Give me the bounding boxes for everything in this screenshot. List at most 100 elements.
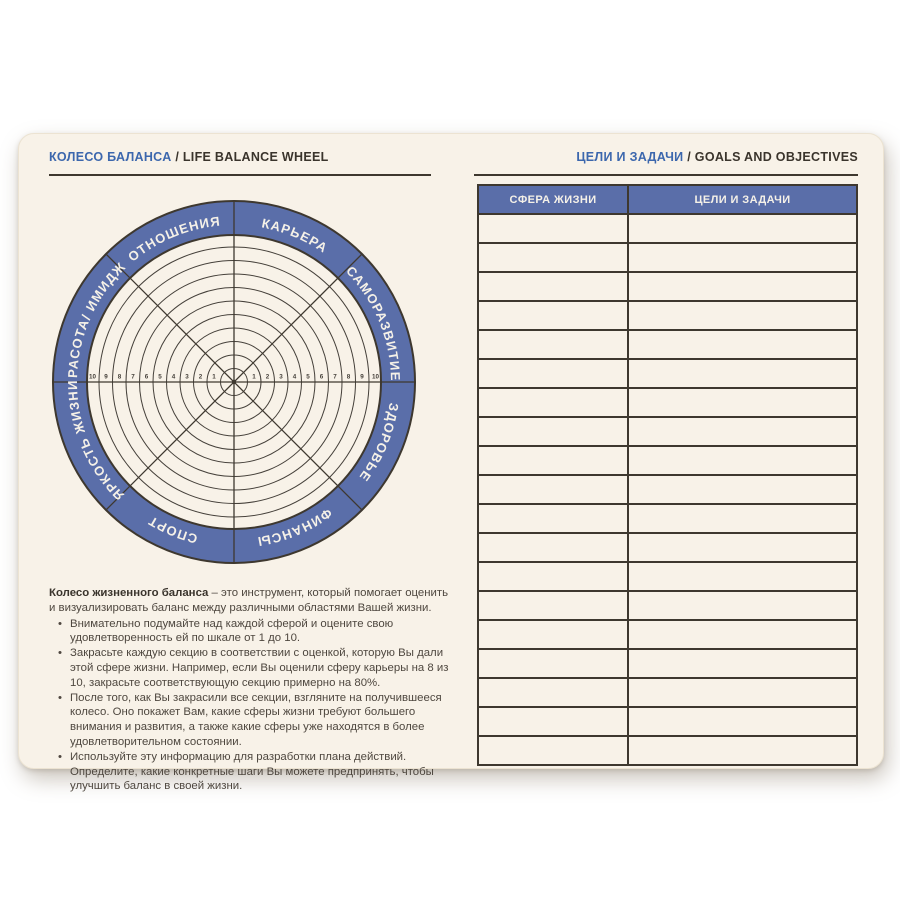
notebook-page-spread: КОЛЕСО БАЛАНСА / LIFE BALANCE WHEEL	[18, 133, 884, 792]
bullet-text: Закрасьте каждую секцию в соответствии с…	[70, 647, 449, 689]
table-row	[477, 242, 858, 273]
life-sphere-cell[interactable]	[477, 677, 629, 708]
goals-objectives-cell[interactable]	[627, 590, 858, 621]
scale-number: 2	[266, 374, 270, 381]
goals-objectives-cell[interactable]	[627, 474, 858, 505]
scale-number: 8	[347, 374, 351, 381]
table-row	[477, 590, 858, 621]
table-row	[477, 445, 858, 476]
table-row	[477, 300, 858, 331]
life-sphere-cell[interactable]	[477, 213, 629, 244]
scale-number: 4	[293, 374, 297, 381]
bullet-item: • Используйте эту информацию для разработ…	[49, 750, 455, 794]
life-sphere-cell[interactable]	[477, 358, 629, 389]
goals-table-header-cell: СФЕРА ЖИЗНИ	[477, 184, 629, 215]
goals-objectives-cell[interactable]	[627, 677, 858, 708]
scale-number: 4	[172, 374, 176, 381]
life-sphere-cell[interactable]	[477, 503, 629, 534]
bullet-marker: •	[58, 691, 62, 704]
life-sphere-cell[interactable]	[477, 387, 629, 418]
life-sphere-cell[interactable]	[477, 648, 629, 679]
scale-number: 3	[185, 374, 189, 381]
table-row	[477, 358, 858, 389]
table-row	[477, 416, 858, 447]
scale-number: 7	[333, 374, 337, 381]
goals-objectives-cell[interactable]	[627, 329, 858, 360]
scale-number: 7	[131, 374, 135, 381]
goals-objectives-cell[interactable]	[627, 300, 858, 331]
scale-number: 6	[320, 374, 324, 381]
scale-number: 10	[372, 374, 380, 381]
bullet-item: • Внимательно подумайте над каждой сферой…	[49, 617, 455, 647]
goals-objectives-cell[interactable]	[627, 735, 858, 766]
scale-number: 5	[306, 374, 310, 381]
scale-number: 5	[158, 374, 162, 381]
table-row	[477, 648, 858, 679]
bullet-text: После того, как Вы закрасили все секции,…	[70, 691, 442, 748]
goals-table-header-cell: ЦЕЛИ И ЗАДАЧИ	[627, 184, 858, 215]
table-row	[477, 735, 858, 766]
wheel-scale-numbers: 1 1 2 2 3 3 4 4 5 5 6 6 7 7 8 8 9 9 10 10	[89, 374, 380, 381]
scale-number: 9	[104, 374, 108, 381]
table-row	[477, 677, 858, 708]
life-sphere-cell[interactable]	[477, 329, 629, 360]
life-sphere-cell[interactable]	[477, 242, 629, 273]
instructions-bullet-list: • Внимательно подумайте над каждой сферой…	[49, 617, 455, 795]
life-sphere-cell[interactable]	[477, 532, 629, 563]
scale-number: 1	[252, 374, 256, 381]
table-row	[477, 706, 858, 737]
goals-objectives-cell[interactable]	[627, 271, 858, 302]
goals-table: СФЕРА ЖИЗНИ ЦЕЛИ И ЗАДАЧИ	[477, 184, 858, 766]
goals-objectives-cell[interactable]	[627, 445, 858, 476]
table-row	[477, 561, 858, 592]
table-row	[477, 213, 858, 244]
right-title-en: / GOALS AND OBJECTIVES	[687, 150, 858, 164]
left-page-title: КОЛЕСО БАЛАНСА / LIFE BALANCE WHEEL	[49, 150, 431, 176]
life-balance-wheel: 1 12 23 34 45 56 67 78 89 910 10 КАРЬЕРА САМОРАЗВИ…	[50, 198, 416, 564]
goals-objectives-cell[interactable]	[627, 416, 858, 447]
goals-objectives-cell[interactable]	[627, 213, 858, 244]
table-row	[477, 474, 858, 505]
goals-objectives-cell[interactable]	[627, 242, 858, 273]
scale-number: 9	[360, 374, 364, 381]
goals-objectives-cell[interactable]	[627, 532, 858, 563]
instructions-intro-text: – это инструмент, который помогает оцени…	[49, 587, 449, 614]
goals-objectives-cell[interactable]	[627, 387, 858, 418]
goals-objectives-cell[interactable]	[627, 561, 858, 592]
scale-number: 6	[145, 374, 149, 381]
goals-objectives-cell[interactable]	[627, 619, 858, 650]
life-sphere-cell[interactable]	[477, 706, 629, 737]
wheel-instructions: Колесо жизненного баланса – это инструме…	[49, 586, 455, 794]
goals-table-header-row: СФЕРА ЖИЗНИ ЦЕЛИ И ЗАДАЧИ	[477, 184, 858, 215]
table-row	[477, 532, 858, 563]
right-page-title: ЦЕЛИ И ЗАДАЧИ / GOALS AND OBJECTIVES	[474, 150, 858, 176]
bullet-item: • Закрасьте каждую секцию в соответствии …	[49, 646, 455, 690]
life-sphere-cell[interactable]	[477, 619, 629, 650]
wheel-center-dot	[231, 379, 237, 385]
bullet-marker: •	[58, 617, 62, 630]
goals-objectives-cell[interactable]	[627, 503, 858, 534]
life-sphere-cell[interactable]	[477, 474, 629, 505]
right-title-ru: ЦЕЛИ И ЗАДАЧИ	[576, 150, 684, 164]
life-sphere-cell[interactable]	[477, 445, 629, 476]
goals-objectives-cell[interactable]	[627, 648, 858, 679]
left-title-ru: КОЛЕСО БАЛАНСА	[49, 150, 172, 164]
bullet-marker: •	[58, 647, 62, 660]
life-sphere-cell[interactable]	[477, 590, 629, 621]
table-row	[477, 503, 858, 534]
scale-number: 2	[199, 374, 203, 381]
table-row	[477, 329, 858, 360]
scale-number: 3	[279, 374, 283, 381]
life-sphere-cell[interactable]	[477, 735, 629, 766]
scale-number: 8	[118, 374, 122, 381]
table-row	[477, 387, 858, 418]
life-sphere-cell[interactable]	[477, 300, 629, 331]
life-sphere-cell[interactable]	[477, 561, 629, 592]
life-sphere-cell[interactable]	[477, 416, 629, 447]
left-title-en: / LIFE BALANCE WHEEL	[175, 150, 329, 164]
goals-objectives-cell[interactable]	[627, 706, 858, 737]
life-sphere-cell[interactable]	[477, 271, 629, 302]
goals-objectives-cell[interactable]	[627, 358, 858, 389]
table-row	[477, 271, 858, 302]
